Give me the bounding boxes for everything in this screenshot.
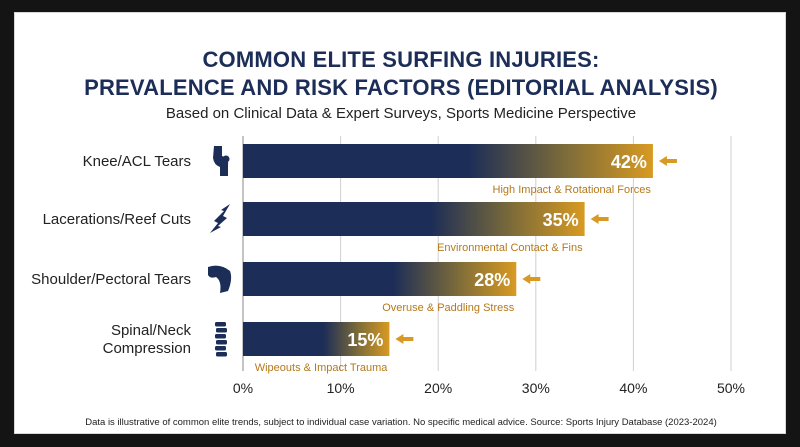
category-label: Shoulder/Pectoral Tears	[31, 271, 191, 288]
x-tick-label: 10%	[327, 380, 355, 396]
chart-title-line-1: COMMON ELITE SURFING INJURIES:	[202, 47, 600, 72]
footer-note: Data is illustrative of common elite tre…	[85, 417, 717, 428]
x-tick-label: 20%	[424, 380, 452, 396]
chart-panel: COMMON ELITE SURFING INJURIES: PREVALENC…	[14, 12, 786, 434]
x-tick-label: 0%	[233, 380, 253, 396]
bar-annotation: High Impact & Rotational Forces	[493, 184, 652, 196]
chart-title-line-2: PREVALENCE AND RISK FACTORS (EDITORIAL A…	[84, 75, 718, 100]
bar	[243, 322, 390, 356]
pointer-arrow	[522, 274, 541, 284]
spine-icon	[215, 322, 227, 357]
bar-value-label: 35%	[543, 210, 579, 230]
pointer-arrow	[658, 156, 677, 166]
pointer-arrow	[395, 334, 414, 344]
bar-annotation: Environmental Contact & Fins	[437, 242, 583, 254]
x-tick-label: 40%	[619, 380, 647, 396]
category-label: Knee/ACL Tears	[83, 153, 191, 170]
bar-value-label: 28%	[474, 270, 510, 290]
bar-annotation: Wipeouts & Impact Trauma	[255, 362, 389, 374]
laceration-icon	[210, 204, 230, 233]
bar-annotation: Overuse & Paddling Stress	[382, 302, 515, 314]
x-tick-label: 50%	[717, 380, 745, 396]
bar	[243, 202, 585, 236]
category-label: Spinal/Neck	[111, 322, 192, 339]
shoulder-icon	[208, 265, 232, 293]
category-label: Compression	[103, 340, 191, 357]
bar	[243, 262, 517, 296]
bar-chart: 0% 10% 20% 30% 40% 50% 42% High Impact & Rotati…	[31, 136, 745, 396]
category-label: Lacerations/Reef Cuts	[43, 211, 191, 228]
bar	[243, 144, 653, 178]
knee-joint-icon	[213, 146, 230, 176]
x-tick-label: 30%	[522, 380, 550, 396]
pointer-arrow	[590, 214, 609, 224]
bar-value-label: 42%	[611, 152, 647, 172]
bar-value-label: 15%	[347, 330, 383, 350]
chart-subtitle: Based on Clinical Data & Expert Surveys,…	[165, 105, 637, 122]
